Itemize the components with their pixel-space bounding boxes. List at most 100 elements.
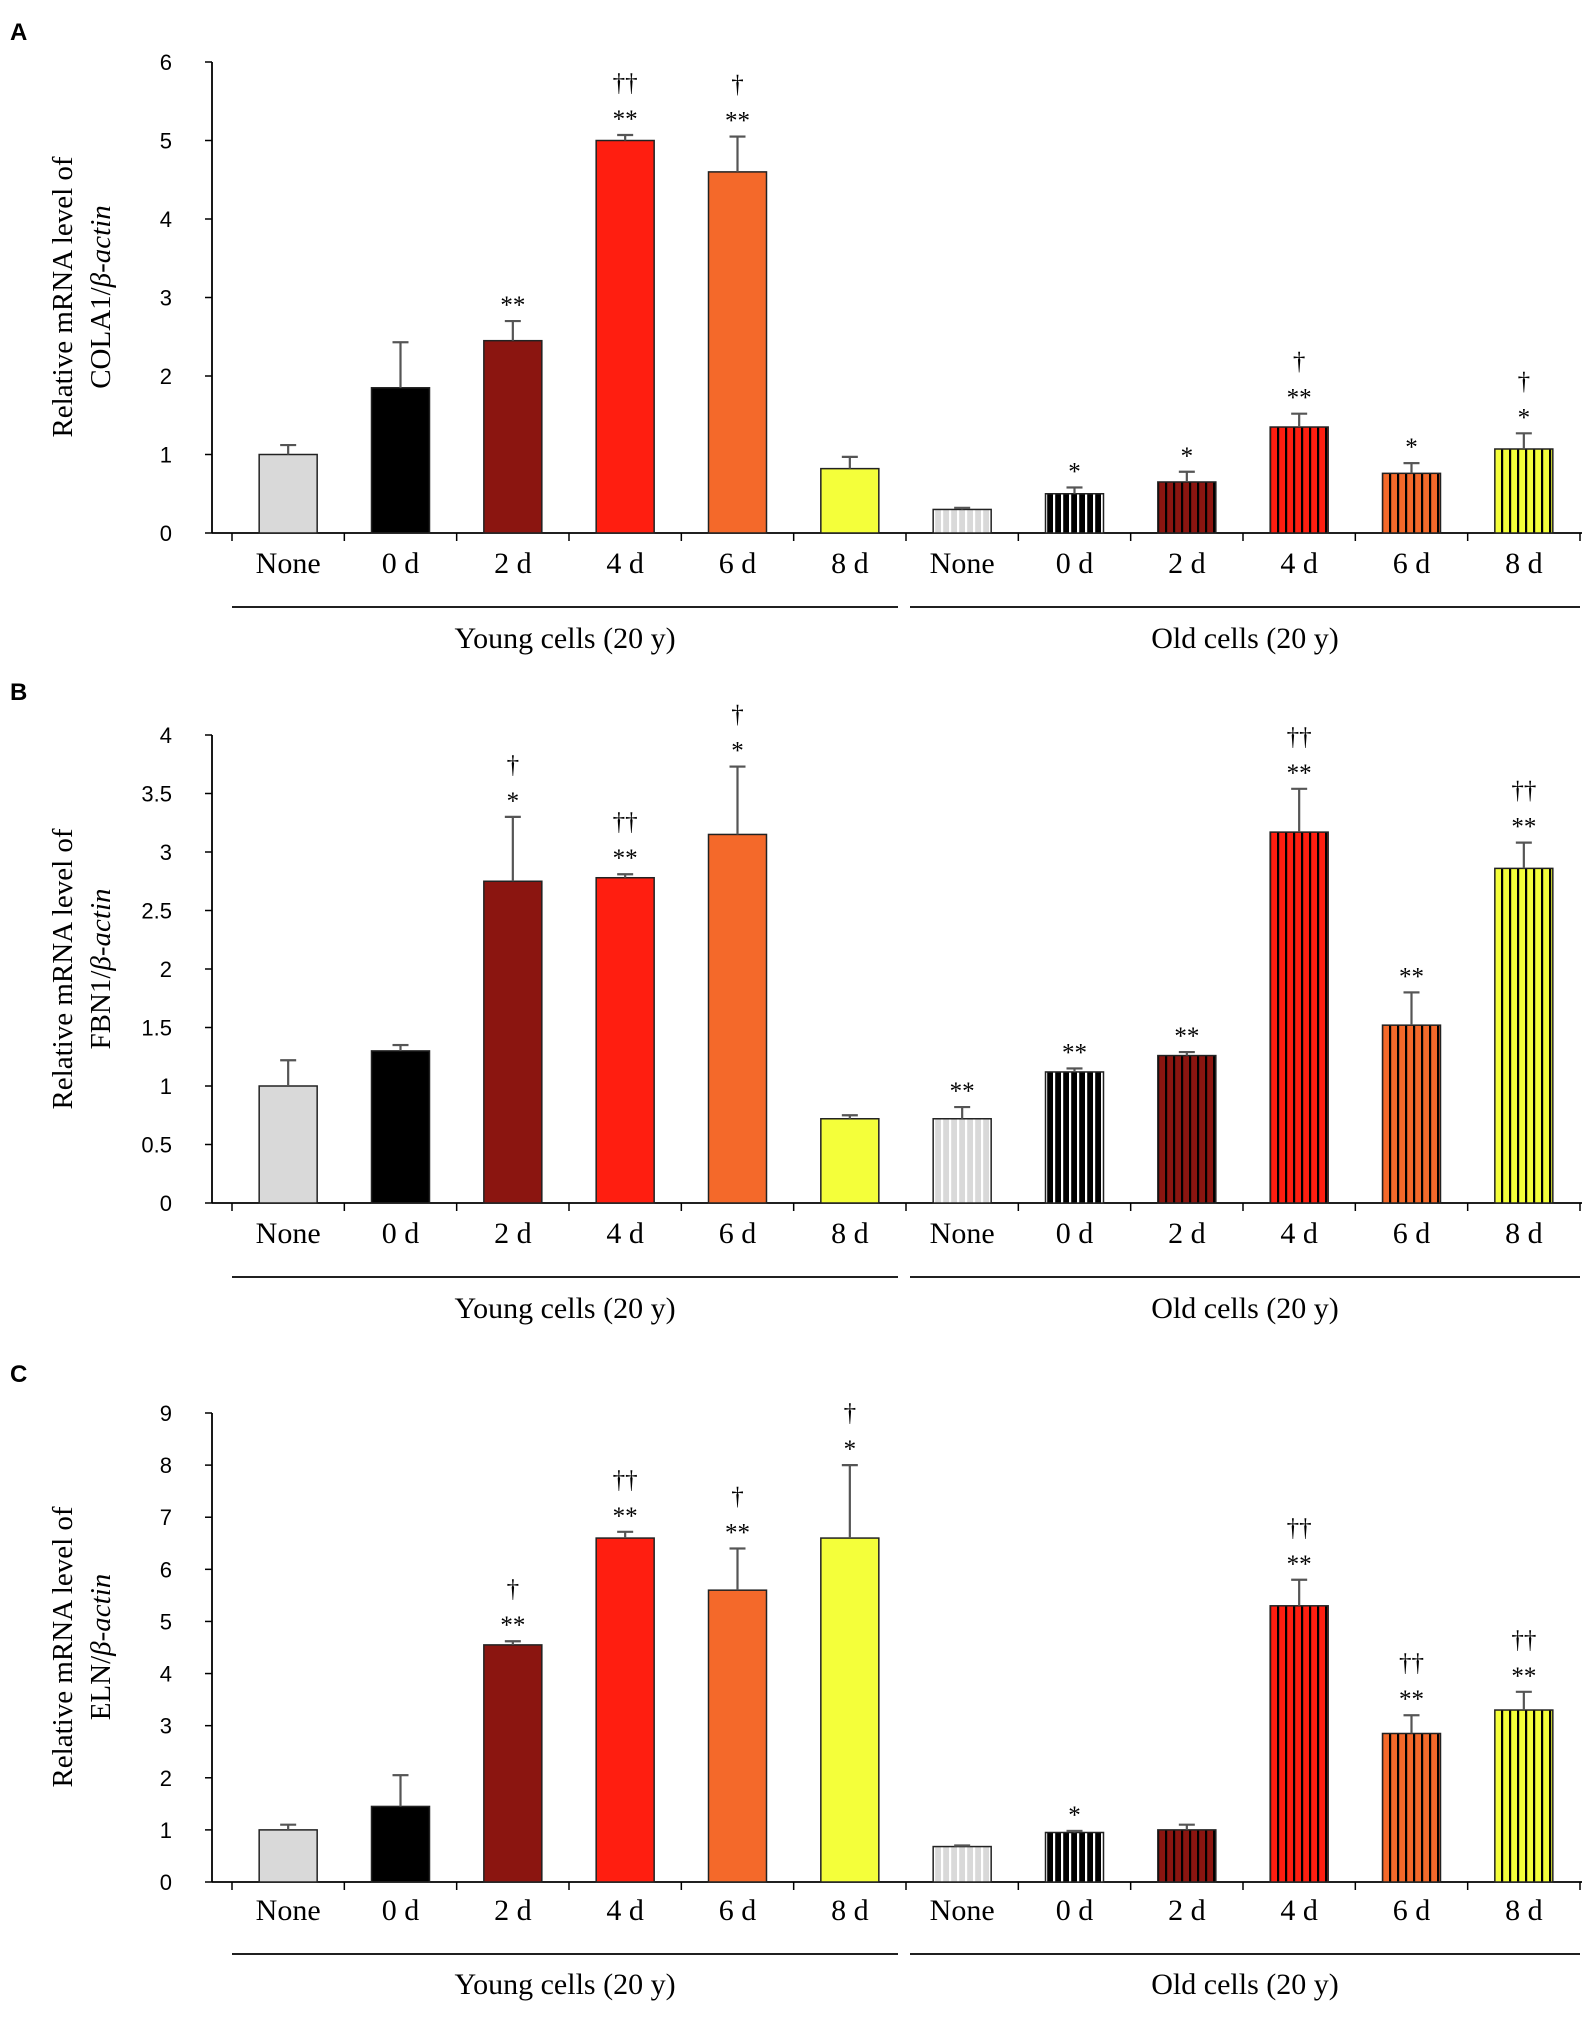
group-label: Old cells (20 y) <box>1151 1968 1338 2001</box>
x-category-label: 0 d <box>382 1894 420 1927</box>
significance-star: * <box>844 1436 857 1463</box>
x-category-label: 6 d <box>719 547 757 580</box>
bar-old-4d <box>1269 1605 1329 1883</box>
bar-old-4d <box>1269 831 1329 1204</box>
y-tick-label: 9 <box>160 1401 172 1426</box>
y-axis-label: Relative mRNA level of COLA1/β-actin <box>47 156 117 437</box>
y-axis-label-line1: Relative mRNA level of <box>47 1506 79 1787</box>
bar-young-4d <box>595 876 655 1204</box>
y-axis-label-line2: COLA1/β-actin <box>85 205 117 389</box>
bar-old-0d <box>1044 1071 1105 1204</box>
y-tick-label: 0 <box>160 521 172 546</box>
bar-old-none <box>932 1118 992 1204</box>
group-label: Old cells (20 y) <box>1151 622 1338 655</box>
significance-dagger: †† <box>613 809 638 836</box>
y-axis-label-gene: FBN1/ <box>85 970 117 1050</box>
x-category-label: 6 d <box>1393 1217 1431 1250</box>
x-category-label: 0 d <box>1056 1894 1094 1927</box>
bar-old-4d <box>1269 426 1329 534</box>
significance-dagger: †† <box>613 70 638 97</box>
x-category-label: 2 d <box>1168 547 1206 580</box>
significance-star: ** <box>1062 1039 1087 1066</box>
x-category-label: 0 d <box>382 1217 420 1250</box>
y-tick-label: 4 <box>160 207 172 232</box>
y-tick-label: 5 <box>160 129 172 154</box>
significance-star: ** <box>1511 814 1536 841</box>
significance-dagger: † <box>731 702 744 729</box>
significance-dagger: †† <box>1399 1650 1424 1677</box>
y-axis-label-line2: FBN1/β-actin <box>85 888 117 1049</box>
y-tick-label: 1.5 <box>141 1016 172 1041</box>
group-label: Young cells (20 y) <box>454 1292 675 1325</box>
bar-old-8d <box>1494 867 1554 1204</box>
y-tick-label: 3 <box>160 1714 172 1739</box>
x-category-label: 0 d <box>382 547 420 580</box>
x-category-label: 0 d <box>1056 1217 1094 1250</box>
x-category-label: 6 d <box>1393 547 1431 580</box>
x-category-label: None <box>256 1894 321 1927</box>
y-axis-label-gene: COLA1/ <box>85 286 117 388</box>
x-category-label: 8 d <box>1505 1894 1543 1927</box>
significance-dagger: † <box>844 1400 857 1427</box>
y-tick-label: 0.5 <box>141 1133 172 1158</box>
bar-young-6d <box>707 171 768 534</box>
bar-young-none <box>258 1085 318 1204</box>
significance-star: * <box>1068 1802 1081 1829</box>
bar-young-0d <box>370 1050 431 1204</box>
x-category-label: 2 d <box>494 1894 532 1927</box>
y-tick-label: 2 <box>160 364 172 389</box>
bar-young-8d <box>820 467 880 534</box>
significance-star: ** <box>725 108 750 135</box>
x-category-label: 2 d <box>1168 1894 1206 1927</box>
bar-young-2d <box>483 880 543 1204</box>
significance-star: * <box>1518 404 1531 431</box>
significance-dagger: †† <box>613 1467 638 1494</box>
y-tick-label: 0 <box>160 1870 172 1895</box>
significance-star: * <box>1181 443 1194 470</box>
y-tick-label: 6 <box>160 1557 172 1582</box>
y-tick-label: 2 <box>160 957 172 982</box>
y-tick-label: 4 <box>160 723 172 748</box>
panel-letter: A <box>10 19 27 46</box>
x-category-label: 6 d <box>719 1894 757 1927</box>
y-axis-label: Relative mRNA level of ELN/β-actin <box>47 1506 117 1787</box>
significance-star: ** <box>1287 385 1312 412</box>
significance-dagger: † <box>731 1483 744 1510</box>
y-tick-label: 7 <box>160 1505 172 1530</box>
y-tick-label: 0 <box>160 1191 172 1216</box>
bar-young-4d <box>595 1537 655 1883</box>
significance-star: ** <box>613 106 638 133</box>
bar-young-none <box>258 453 318 534</box>
bar-young-2d <box>483 1644 543 1883</box>
x-category-label: 6 d <box>719 1217 757 1250</box>
bar-young-0d <box>370 1805 431 1883</box>
panel-letter: C <box>10 1361 27 1388</box>
bar-old-0d <box>1044 1831 1105 1883</box>
y-tick-label: 3.5 <box>141 782 172 807</box>
y-tick-label: 3 <box>160 840 172 865</box>
x-category-label: None <box>930 547 995 580</box>
y-tick-label: 1 <box>160 443 172 468</box>
bar-old-none <box>932 1845 992 1883</box>
y-tick-label: 6 <box>160 50 172 75</box>
group-label: Old cells (20 y) <box>1151 1292 1338 1325</box>
x-category-label: 4 d <box>606 547 644 580</box>
bar-old-6d <box>1381 1732 1442 1883</box>
x-category-label: None <box>930 1894 995 1927</box>
x-category-label: None <box>930 1217 995 1250</box>
y-axis-label-line1: Relative mRNA level of <box>47 828 79 1109</box>
significance-star: ** <box>1399 963 1424 990</box>
y-axis-label-gene: ELN/ <box>85 1655 117 1720</box>
bar-young-none <box>258 1829 318 1883</box>
panel-b: B Relative mRNA level of FBN1/β-actin 0 0.5 1… <box>10 679 1582 1325</box>
significance-star: ** <box>613 845 638 872</box>
x-category-label: 8 d <box>1505 547 1543 580</box>
y-tick-label: 3 <box>160 286 172 311</box>
x-category-label: 4 d <box>1280 1217 1318 1250</box>
x-category-label: 2 d <box>1168 1217 1206 1250</box>
significance-dagger: †† <box>1287 724 1312 751</box>
x-category-label: 2 d <box>494 547 532 580</box>
y-tick-label: 4 <box>160 1662 172 1687</box>
significance-star: ** <box>500 292 525 319</box>
